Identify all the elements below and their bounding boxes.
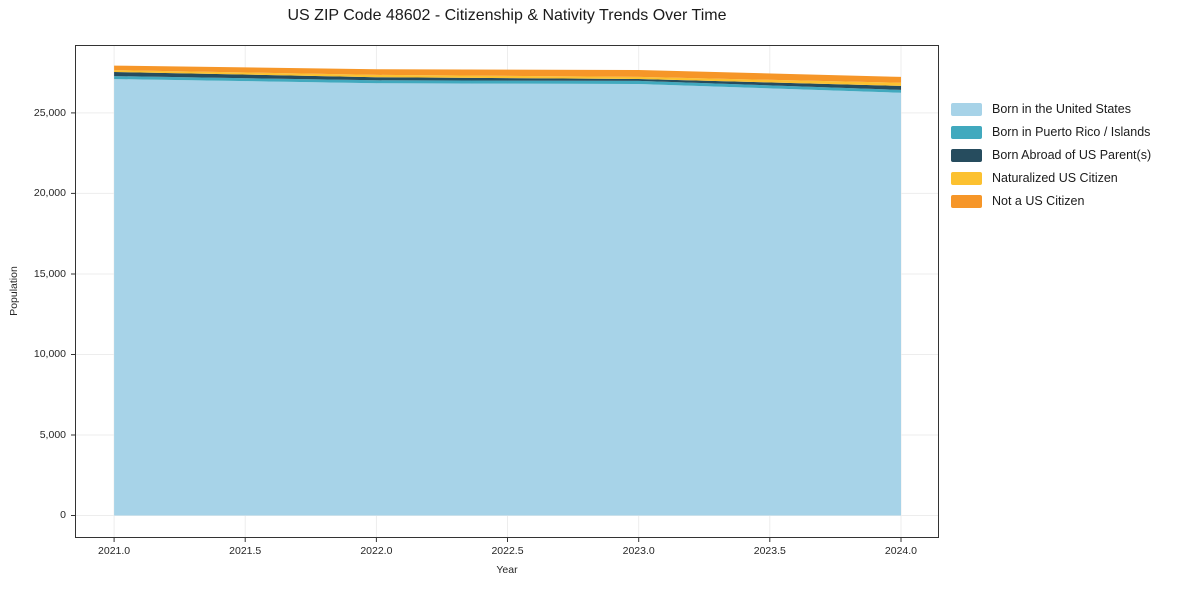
legend-swatch-icon <box>951 194 982 208</box>
legend: Born in the United States Born in Puerto … <box>951 102 1151 217</box>
y-tick-label: 20,000 <box>33 187 66 200</box>
legend-item-label: Born in the United States <box>992 102 1131 116</box>
x-tick-label: 2024.0 <box>884 545 918 557</box>
y-tick-label: 10,000 <box>33 348 66 361</box>
y-tick-label: 15,000 <box>33 267 66 280</box>
x-tick-label: 2022.0 <box>360 545 393 557</box>
chart-title: US ZIP Code 48602 - Citizenship & Nativi… <box>287 7 727 24</box>
legend-swatch-icon <box>951 148 982 162</box>
y-tick-label: 25,000 <box>33 106 66 119</box>
y-axis-label: Population <box>8 266 20 316</box>
legend-item: Not a US Citizen <box>951 194 1151 208</box>
x-tick-label: 2023.0 <box>622 545 655 557</box>
x-tick-label: 2022.5 <box>491 545 524 557</box>
legend-item-label: Born Abroad of US Parent(s) <box>992 148 1152 162</box>
legend-swatch-icon <box>951 125 982 139</box>
legend-item-label: Not a US Citizen <box>992 194 1085 208</box>
x-tick-label: 2023.5 <box>753 545 786 557</box>
legend-swatch-icon <box>951 171 982 185</box>
x-tick-label: 2021.0 <box>98 545 131 557</box>
legend-item-label: Born in Puerto Rico / Islands <box>992 125 1151 139</box>
legend-item: Born Abroad of US Parent(s) <box>951 148 1151 162</box>
x-axis-label: Year <box>496 564 518 576</box>
legend-swatch-icon <box>951 102 982 116</box>
legend-item: Naturalized US Citizen <box>951 171 1151 185</box>
x-tick-label: 2021.5 <box>229 545 262 557</box>
y-tick-label: 5,000 <box>39 428 66 441</box>
legend-item: Born in the United States <box>951 102 1151 116</box>
legend-item-label: Naturalized US Citizen <box>992 171 1118 185</box>
legend-item: Born in Puerto Rico / Islands <box>951 125 1151 139</box>
stacked-area-chart <box>71 45 939 542</box>
y-tick-label: 0 <box>60 509 66 522</box>
plot-area <box>71 45 939 542</box>
